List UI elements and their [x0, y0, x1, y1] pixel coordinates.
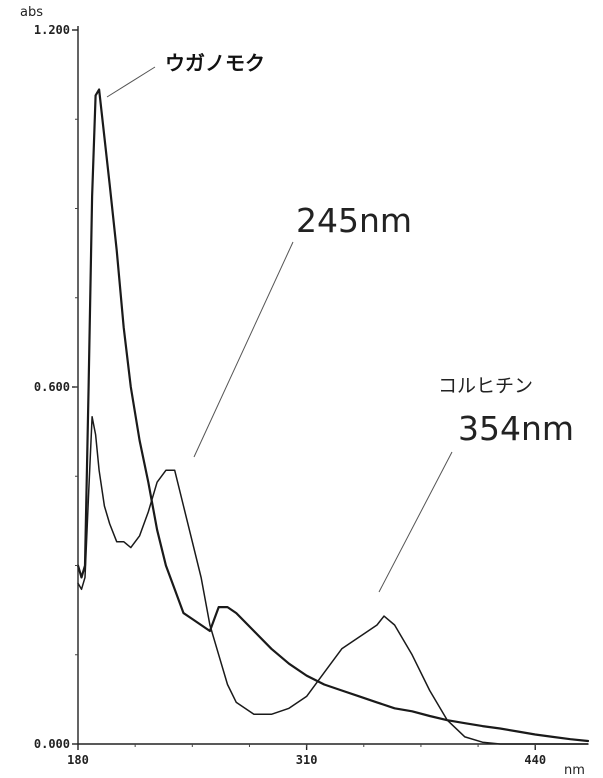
- annotation-label-0: ウガノモク: [165, 51, 265, 75]
- annotation-leader-0: [106, 66, 156, 98]
- series-line-0: [76, 88, 590, 743]
- annotation-label-2: コルヒチン: [438, 375, 533, 397]
- y-tick-label-1: 0.600: [34, 380, 70, 394]
- x-axis-unit-label: nm: [564, 763, 585, 778]
- y-tick-label-0: 0.000: [34, 737, 70, 751]
- y-axis-unit-label: abs: [20, 5, 43, 20]
- x-tick-label-1: 310: [296, 753, 318, 767]
- annotation-leader-1: [193, 241, 294, 458]
- annotation-leader-3: [378, 451, 453, 593]
- x-tick-label-0: 180: [67, 753, 89, 767]
- y-tick-label-2: 1.200: [34, 23, 70, 37]
- x-tick-label-2: 440: [524, 753, 546, 767]
- annotation-label-3: 354nm: [458, 409, 574, 448]
- axes: [72, 26, 588, 750]
- labels: 0.000 0.600 1.200 180 310 440 abs nm ウガノモク 245nm コ…: [20, 5, 585, 778]
- series-line-1: [77, 416, 589, 745]
- annotation-label-1: 245nm: [296, 201, 412, 240]
- plot-area: [76, 66, 590, 745]
